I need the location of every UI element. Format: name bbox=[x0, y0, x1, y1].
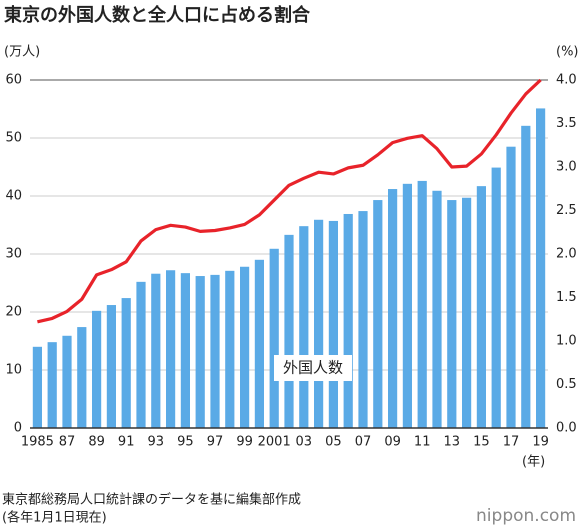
y-tick-label: 0 bbox=[14, 421, 22, 436]
bar bbox=[92, 310, 102, 428]
bar bbox=[432, 190, 442, 428]
bar bbox=[328, 220, 338, 428]
x-tick-label: 93 bbox=[148, 435, 165, 450]
y2-tick-label: 1.0 bbox=[556, 334, 577, 349]
bar bbox=[151, 273, 161, 428]
y2-axis-label: (%) bbox=[556, 45, 579, 60]
bar bbox=[166, 270, 176, 428]
y-axis-label: (万人) bbox=[4, 45, 40, 60]
bar bbox=[254, 259, 264, 428]
chart-title: 東京の外国人数と全人口に占める割合 bbox=[4, 4, 311, 26]
bar bbox=[47, 342, 57, 428]
bar bbox=[299, 226, 309, 428]
y2-tick-label: 3.0 bbox=[556, 160, 577, 175]
bar bbox=[225, 270, 235, 428]
y2-tick-label: 2.0 bbox=[556, 247, 577, 262]
x-tick-label: 87 bbox=[59, 435, 76, 450]
line bbox=[37, 78, 542, 324]
y-tick-label: 10 bbox=[5, 363, 22, 378]
source: 東京都総務局人口統計課のデータを基に編集部作成 bbox=[2, 492, 301, 508]
bar bbox=[343, 213, 353, 428]
bar bbox=[62, 335, 72, 428]
bar bbox=[388, 189, 398, 428]
x-tick-label: 2001 bbox=[258, 435, 291, 450]
bar bbox=[210, 274, 220, 428]
x-tick-label: 03 bbox=[296, 435, 313, 450]
x-tick-label: 97 bbox=[207, 435, 224, 450]
x-tick-label: 09 bbox=[384, 435, 401, 450]
y2-tick-label: 2.5 bbox=[556, 203, 577, 218]
x-tick-label: 07 bbox=[355, 435, 372, 450]
bar bbox=[373, 200, 383, 428]
x-tick-label: 1985 bbox=[21, 435, 54, 450]
x-tick-label: 15 bbox=[473, 435, 490, 450]
y-tick-label: 50 bbox=[5, 131, 22, 146]
bar bbox=[77, 327, 87, 428]
bar bbox=[521, 125, 531, 428]
y2-tick-label: 0.0 bbox=[556, 421, 577, 436]
logo: nippon.com bbox=[476, 506, 576, 526]
legend-label: 外国人数 bbox=[283, 359, 343, 377]
legend-box bbox=[274, 355, 352, 381]
bar bbox=[240, 266, 250, 428]
y2-tick-label: 0.5 bbox=[556, 377, 577, 392]
x-tick-label: 91 bbox=[118, 435, 135, 450]
bar bbox=[476, 186, 486, 428]
y2-tick-label: 1.5 bbox=[556, 290, 577, 305]
x-tick-label: 19 bbox=[532, 435, 549, 450]
y-tick-label: 20 bbox=[5, 305, 22, 320]
y-tick-label: 60 bbox=[5, 73, 22, 88]
bar bbox=[417, 180, 427, 428]
bar bbox=[195, 276, 205, 428]
bar bbox=[536, 108, 546, 429]
y-tick-label: 30 bbox=[5, 247, 22, 262]
bar bbox=[402, 183, 412, 428]
bar bbox=[121, 298, 131, 428]
bar bbox=[106, 305, 116, 428]
bar bbox=[491, 167, 501, 428]
x-tick-label: 89 bbox=[88, 435, 105, 450]
bar bbox=[447, 200, 457, 428]
y2-tick-label: 4.0 bbox=[556, 73, 577, 88]
x-tick-label: 17 bbox=[503, 435, 520, 450]
bar bbox=[314, 219, 324, 428]
note: (各年1月1日現在) bbox=[2, 510, 107, 526]
bar bbox=[284, 234, 294, 428]
x-tick-label: 05 bbox=[325, 435, 342, 450]
bar bbox=[180, 273, 190, 428]
x-tick-label: 95 bbox=[177, 435, 194, 450]
x-axis-label: (年) bbox=[522, 455, 545, 470]
x-tick-label: 99 bbox=[236, 435, 253, 450]
bar bbox=[32, 346, 42, 428]
bar bbox=[358, 211, 368, 428]
y2-tick-label: 3.5 bbox=[556, 116, 577, 131]
bar bbox=[462, 197, 472, 428]
bar bbox=[136, 281, 146, 428]
x-tick-label: 11 bbox=[414, 435, 431, 450]
x-tick-label: 13 bbox=[444, 435, 461, 450]
bar bbox=[269, 248, 279, 428]
bar bbox=[506, 146, 516, 428]
y-tick-label: 40 bbox=[5, 189, 22, 204]
